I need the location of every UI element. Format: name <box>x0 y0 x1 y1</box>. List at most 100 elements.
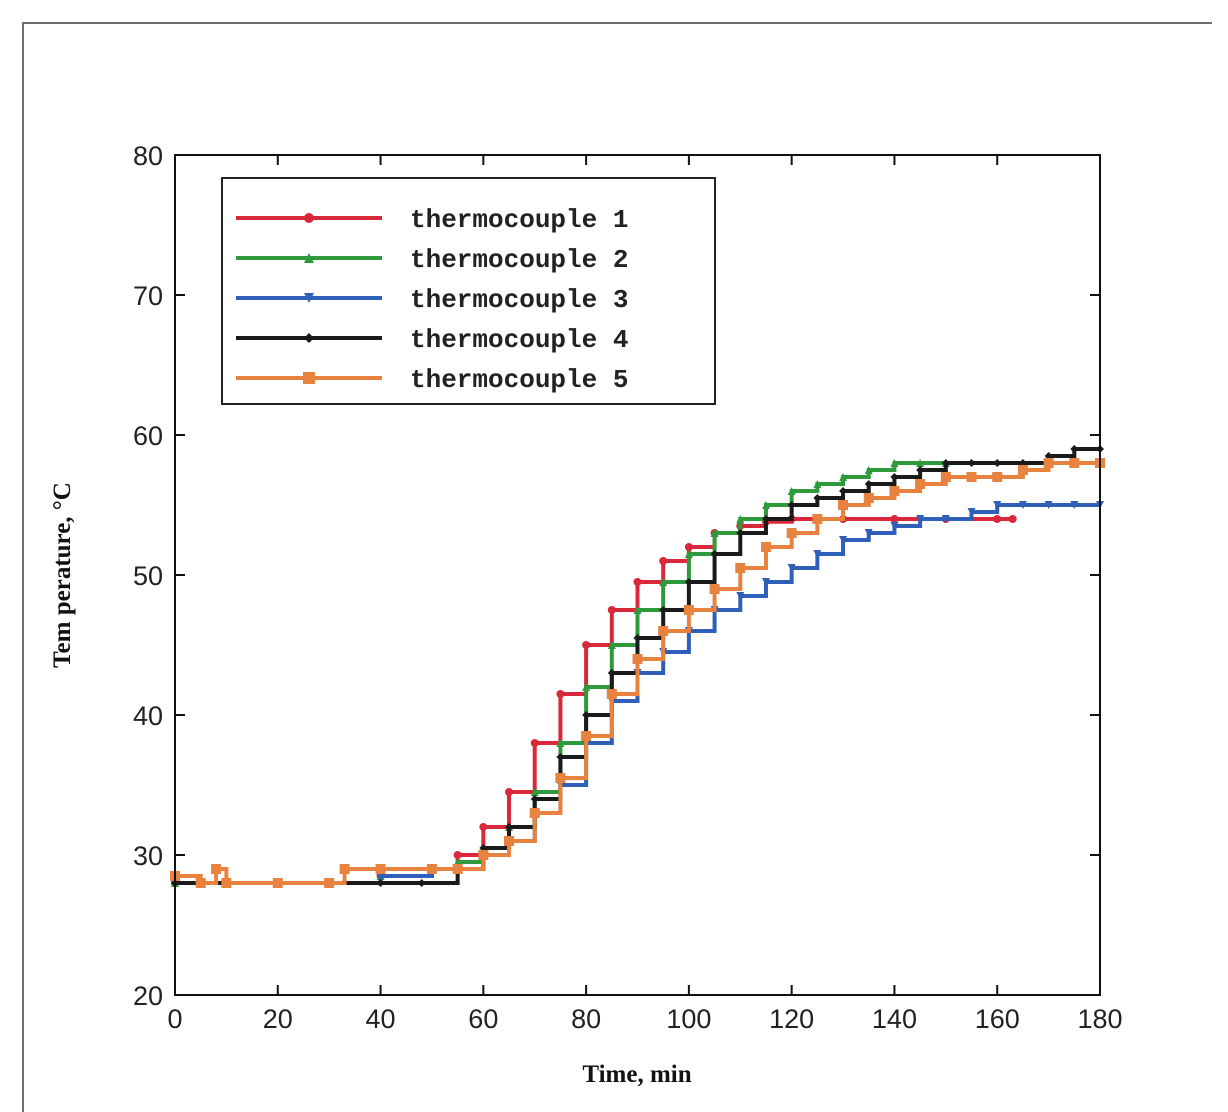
data-point <box>555 773 566 783</box>
x-axis-label: Time, min <box>582 1061 691 1088</box>
data-point <box>941 515 950 523</box>
data-point <box>813 480 822 488</box>
data-point <box>683 605 694 615</box>
legend-marker-3 <box>304 293 314 303</box>
data-point <box>915 479 926 489</box>
data-point <box>786 528 797 538</box>
x-tick-label: 0 <box>167 1004 182 1034</box>
data-point <box>221 878 232 888</box>
data-point <box>478 850 489 860</box>
data-point <box>633 578 642 586</box>
x-tick-label: 100 <box>666 1004 711 1034</box>
data-point <box>452 864 463 874</box>
y-axis-label: Tem perature, °C <box>49 482 76 668</box>
data-point <box>916 459 925 467</box>
data-point <box>736 529 745 537</box>
data-point <box>890 459 899 467</box>
data-point <box>684 550 693 558</box>
data-point <box>1018 501 1027 509</box>
y-tick-label: 80 <box>133 141 163 171</box>
data-point <box>761 501 770 509</box>
data-point <box>736 592 745 600</box>
data-point <box>1008 515 1017 523</box>
y-tick-label: 30 <box>133 841 163 871</box>
x-tick-label: 160 <box>975 1004 1020 1034</box>
y-tick-label: 40 <box>133 701 163 731</box>
data-point <box>684 543 693 551</box>
data-point <box>890 522 899 530</box>
data-point <box>863 493 874 503</box>
data-point <box>426 864 437 874</box>
data-point <box>735 563 746 573</box>
data-point <box>761 515 770 523</box>
data-point <box>339 864 350 874</box>
data-point <box>967 508 976 516</box>
data-point <box>890 515 899 523</box>
x-tick-label: 40 <box>366 1004 396 1034</box>
data-point <box>633 634 642 642</box>
data-point <box>812 514 823 524</box>
data-point <box>813 494 822 502</box>
data-point <box>710 550 719 558</box>
data-point <box>606 689 617 699</box>
data-point <box>839 536 848 544</box>
data-point <box>787 564 796 572</box>
legend-label-1: thermocouple 1 <box>410 205 628 235</box>
data-point <box>659 557 668 565</box>
data-point <box>505 788 514 796</box>
series-layer <box>170 445 1105 888</box>
legend-marker-1 <box>304 213 314 223</box>
legend: thermocouple 1 thermocouple 2 thermocouple… <box>221 177 716 405</box>
data-point <box>761 578 770 586</box>
legend-marker-5 <box>303 372 315 384</box>
data-point <box>530 788 539 796</box>
data-point <box>889 486 900 496</box>
data-point <box>376 879 385 887</box>
data-point <box>529 808 540 818</box>
data-point <box>607 641 616 649</box>
data-point <box>787 501 796 509</box>
data-point <box>479 823 488 831</box>
data-point <box>993 501 1002 509</box>
data-point <box>1070 501 1079 509</box>
figure-frame <box>22 22 1212 1112</box>
data-point <box>839 487 848 495</box>
legend-marker-2 <box>304 253 314 263</box>
data-point <box>916 515 925 523</box>
series-5 <box>170 458 1105 888</box>
data-point <box>710 529 719 537</box>
data-point <box>582 641 591 649</box>
data-point <box>967 459 976 467</box>
data-point <box>530 739 539 747</box>
data-point <box>940 472 951 482</box>
y-tick-label: 60 <box>133 421 163 451</box>
series-line-5 <box>175 461 1100 885</box>
data-point <box>658 626 669 636</box>
y-tick-label: 70 <box>133 281 163 311</box>
data-point <box>417 879 426 887</box>
data-point <box>916 466 925 474</box>
series-line-1 <box>175 517 1013 885</box>
data-point <box>659 606 668 614</box>
data-point <box>505 823 514 831</box>
data-point <box>787 487 796 495</box>
legend-marker-4 <box>304 333 314 343</box>
data-point <box>195 878 206 888</box>
data-point <box>993 515 1002 523</box>
legend-label-3: thermocouple 3 <box>410 285 628 315</box>
data-point <box>581 731 592 741</box>
data-point <box>760 542 771 552</box>
data-point <box>375 864 386 874</box>
data-point <box>582 711 591 719</box>
data-point <box>556 753 565 761</box>
data-point <box>1017 465 1028 475</box>
legend-label-4: thermocouple 4 <box>410 325 628 355</box>
x-tick-label: 60 <box>468 1004 498 1034</box>
data-point <box>709 584 720 594</box>
series-1 <box>171 515 1017 887</box>
x-tick-label: 20 <box>263 1004 293 1034</box>
data-point <box>1043 458 1054 468</box>
y-tick-label: 50 <box>133 561 163 591</box>
